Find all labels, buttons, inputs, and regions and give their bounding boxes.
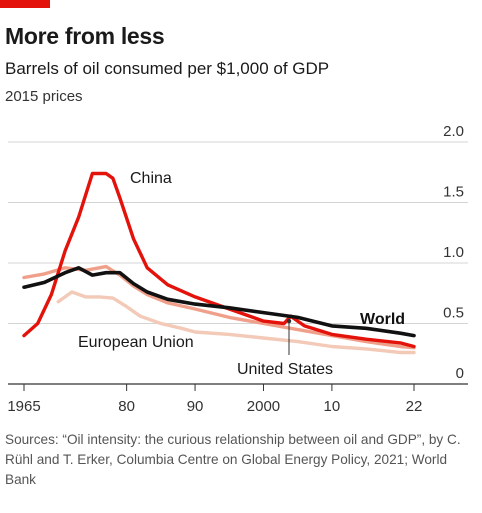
y-tick-label: 1.0 (443, 244, 464, 261)
x-tick-label: 90 (187, 398, 204, 415)
y-tick-label: 0.5 (443, 305, 464, 322)
x-tick-label: 80 (118, 398, 135, 415)
chart-subtitle: Barrels of oil consumed per $1,000 of GD… (5, 59, 330, 78)
label-world: World (360, 311, 405, 328)
source-note: Sources: “Oil intensity: the curious rel… (5, 432, 461, 487)
brand-red-tag (0, 0, 50, 8)
series-line-world (22, 265, 416, 338)
x-tick-label: 2000 (247, 398, 280, 415)
label-china: China (130, 170, 172, 187)
label-european-union: European Union (78, 334, 194, 351)
chart-units: 2015 prices (5, 88, 83, 105)
x-tick-label: 10 (324, 398, 341, 415)
y-tick-label: 1.5 (443, 184, 464, 201)
label-united-states: United States (237, 361, 333, 378)
series-line-china (22, 171, 416, 349)
x-tick-label: 22 (406, 398, 423, 415)
label-pointer-dot-us (286, 318, 292, 324)
y-tick-label: 2.0 (443, 123, 464, 140)
x-tick-label: 1965 (7, 398, 40, 415)
y-tick-label: 0 (456, 365, 464, 382)
line-chart: 0 0.5 1.0 1.5 2.0 1965 80 90 2000 10 22 China World E… (7, 123, 468, 415)
chart-title: More from less (5, 23, 165, 49)
series-line-united-states (56, 290, 416, 355)
